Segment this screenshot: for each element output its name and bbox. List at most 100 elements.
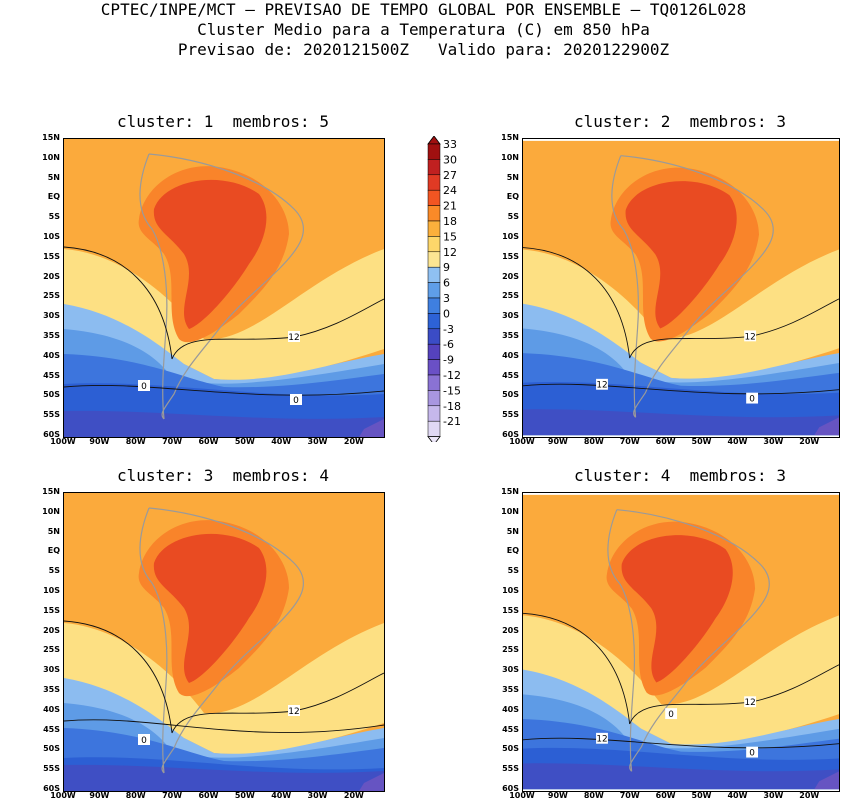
lat-label: 60S — [43, 430, 60, 439]
coastline — [139, 153, 304, 420]
lon-label: 40W — [271, 437, 292, 446]
lon-label: 40W — [727, 437, 748, 446]
colorbar-swatch — [427, 343, 441, 360]
lat-label: 40S — [502, 704, 519, 714]
lon-label: 60W — [655, 437, 676, 446]
lat-label: 20S — [502, 271, 519, 281]
lon-label: 50W — [234, 437, 255, 446]
lon-label: 90W — [547, 437, 568, 446]
lat-label: 15N — [501, 133, 519, 142]
lat-label: 55S — [502, 764, 519, 774]
lon-label: 60W — [655, 791, 676, 800]
field-hot — [621, 535, 733, 683]
colorbar-swatch — [427, 420, 441, 437]
contour-label: 12 — [596, 735, 607, 745]
lat-label: 40S — [502, 350, 519, 360]
lat-label: 45S — [43, 370, 60, 380]
lat-label: 50S — [43, 744, 60, 754]
lat-label: 10S — [502, 586, 519, 595]
lat-label: 10S — [43, 232, 60, 241]
field-cool — [523, 615, 839, 745]
colorbar-label: -15 — [443, 384, 461, 397]
lat-label: 35S — [502, 685, 519, 694]
lon-label: 60W — [198, 437, 219, 446]
lon-label: 80W — [125, 791, 146, 800]
contour-label-box — [665, 708, 678, 720]
contour-label-box — [596, 732, 608, 744]
lon-label: 70W — [619, 437, 640, 446]
lat-label: 15S — [43, 605, 60, 615]
colorbar-label: 18 — [443, 215, 457, 228]
colorbar-top-arrow — [427, 135, 441, 145]
map-panel-cluster-3: 12 0 — [63, 492, 385, 792]
field-cold-5 — [64, 410, 384, 437]
panel-title-1: cluster: 1 membros: 5 — [117, 112, 329, 131]
contour-label: 0 — [141, 736, 147, 746]
lat-label: 20S — [43, 271, 60, 281]
lat-label: 40S — [43, 350, 60, 360]
field-cool — [64, 249, 384, 380]
coastline — [139, 507, 304, 774]
contour-12 — [64, 246, 384, 360]
temperature-map: 12 12 0 0 — [523, 494, 839, 790]
colorbar-swatch — [427, 266, 441, 283]
temperature-map: 12 0 — [64, 493, 384, 791]
lon-label: 80W — [583, 791, 604, 800]
contour-label-box — [596, 378, 608, 390]
lat-label: 10N — [42, 506, 60, 516]
lat-label: 45S — [502, 370, 519, 380]
lat-label: 10N — [501, 506, 519, 516]
colorbar-label: 24 — [443, 184, 457, 197]
lat-label: 15N — [501, 487, 519, 496]
field-hot — [625, 181, 737, 329]
colorbar-swatch — [427, 405, 441, 422]
lat-label: 55S — [43, 410, 60, 420]
lon-label: 30W — [307, 437, 328, 446]
colorbar-swatch — [427, 313, 441, 330]
field-hot — [153, 179, 267, 329]
colorbar-swatch — [427, 205, 441, 222]
lat-label: 45S — [502, 724, 519, 734]
colorbar-swatch — [427, 189, 441, 206]
colorbar-swatch — [427, 143, 441, 160]
header-line2: Cluster Medio para a Temperatura (C) em … — [197, 20, 650, 39]
lat-label: 15S — [43, 251, 60, 261]
field-cold-5 — [523, 763, 839, 790]
header-line1: CPTEC/INPE/MCT — PREVISAO DE TEMPO GLOBA… — [100, 0, 747, 19]
field-cold-5 — [64, 764, 384, 791]
colorbar-label: 30 — [443, 153, 457, 166]
contour-label: 12 — [744, 332, 755, 342]
colorbar-label: -9 — [443, 354, 454, 367]
lat-label: 5N — [506, 526, 519, 536]
header-line3: Previsao de: 2020121500Z Valido para: 20… — [177, 40, 670, 59]
lat-label: EQ — [506, 192, 519, 202]
lat-label: 10S — [502, 232, 519, 241]
lat-label: 20S — [43, 625, 60, 635]
lat-label: 5S — [48, 212, 60, 222]
lat-label: 10N — [42, 152, 60, 162]
lon-label: 90W — [89, 791, 110, 800]
lat-label: 5N — [47, 172, 60, 182]
lon-label: 100W — [509, 437, 535, 446]
colorbar-label: 6 — [443, 277, 450, 290]
colorbar-swatch — [427, 359, 441, 376]
contour-12 — [523, 612, 839, 725]
contour-label: 12 — [288, 707, 299, 717]
map-panel-cluster-1: 12 0 0 — [63, 138, 385, 438]
colorbar-label: 21 — [443, 200, 457, 213]
lat-label: 60S — [502, 430, 519, 439]
colorbar-swatch — [427, 390, 441, 407]
colorbar-swatch — [427, 251, 441, 268]
contour-label: 12 — [596, 381, 607, 391]
contour-0 — [64, 385, 384, 396]
lat-label: 10N — [501, 152, 519, 162]
lat-label: 5S — [507, 212, 519, 222]
lon-label: 20W — [343, 437, 364, 446]
field-cold-6 — [814, 771, 839, 790]
lat-label: EQ — [506, 546, 519, 556]
colorbar-swatch — [427, 374, 441, 391]
contour-label: 12 — [744, 698, 755, 708]
colorbar-bottom-arrow — [427, 436, 441, 446]
lat-label: 25S — [43, 291, 60, 301]
colorbar-swatch — [427, 220, 441, 237]
